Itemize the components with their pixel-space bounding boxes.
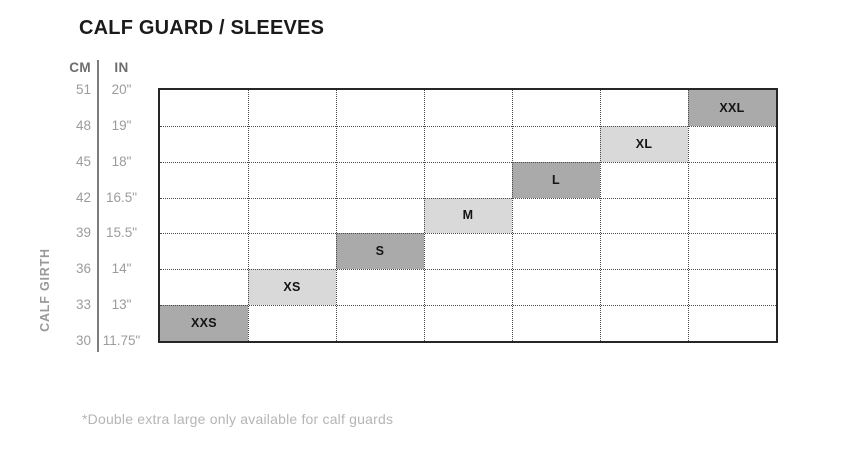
- grid-vline: [688, 90, 689, 341]
- tick-in-value: 11.75": [102, 333, 141, 348]
- size-box-xs: XS: [248, 269, 336, 306]
- y-axis-title: CALF GIRTH: [38, 248, 52, 332]
- size-box-m: M: [424, 197, 512, 234]
- tick-cm-value: 39: [75, 225, 91, 241]
- tick-in-value: 16.5": [105, 189, 138, 205]
- axis-tick-row: 36 14": [55, 260, 147, 278]
- size-grid: XXS XS S M L XL XXL: [158, 88, 778, 343]
- tick-cm-value: 33: [75, 297, 91, 313]
- axis-tick-row: 48 19": [55, 117, 147, 135]
- size-box-label: XS: [283, 280, 301, 295]
- axis-tick-row: 45 18": [55, 153, 147, 171]
- page-title: CALF GUARD / SLEEVES: [79, 17, 325, 39]
- tick-in-value: 15.5": [105, 225, 138, 241]
- size-box-label: M: [462, 208, 474, 223]
- grid-hline: [160, 197, 776, 199]
- grid-hline: [160, 125, 776, 127]
- size-box-label: XXL: [719, 100, 745, 115]
- size-box-xxs: XXS: [160, 305, 248, 341]
- unit-header-cm: CM: [69, 60, 91, 75]
- grid-vline: [600, 90, 601, 341]
- grid-hline: [160, 269, 776, 271]
- tick-in-value: 19": [111, 117, 132, 133]
- tick-in-value: 14": [111, 261, 132, 277]
- tick-cm-value: 30: [75, 333, 91, 348]
- unit-header-in: IN: [114, 60, 129, 75]
- footnote: *Double extra large only available for c…: [82, 411, 394, 427]
- grid-vline: [424, 90, 425, 341]
- size-box-label: S: [375, 244, 385, 259]
- tick-cm-value: 36: [75, 261, 91, 277]
- axis-tick-row: 39 15.5": [55, 224, 147, 242]
- grid-hline: [160, 233, 776, 235]
- size-box-label: XL: [635, 136, 653, 151]
- grid-hline: [160, 161, 776, 163]
- tick-in-value: 13": [111, 297, 132, 313]
- tick-cm-value: 45: [75, 153, 91, 169]
- size-box-label: XXS: [191, 316, 217, 331]
- grid-vline: [512, 90, 513, 341]
- axis-tick-row: 51 20": [55, 81, 147, 99]
- axis-tick-row: 30 11.75": [55, 332, 147, 350]
- tick-cm-value: 51: [75, 82, 91, 97]
- size-box-xxl: XXL: [688, 90, 776, 126]
- tick-in-value: 18": [111, 153, 132, 169]
- axis-tick-row: 33 13": [55, 296, 147, 314]
- y-axis-ticks: 51 20" 48 19" 45 18" 42 16.5" 39 15.5" 36 14" 33 13" 3…: [55, 82, 147, 348]
- size-box-xl: XL: [600, 125, 688, 162]
- size-box-l: L: [512, 161, 600, 198]
- axis-divider-line: [97, 60, 99, 352]
- size-box-s: S: [336, 233, 424, 270]
- axis-tick-row: 42 16.5": [55, 189, 147, 207]
- grid-vline: [248, 90, 249, 341]
- tick-in-value: 20": [111, 82, 132, 97]
- size-box-label: L: [552, 172, 560, 187]
- tick-cm-value: 48: [75, 117, 91, 133]
- tick-cm-value: 42: [75, 189, 91, 205]
- grid-vline: [336, 90, 337, 341]
- grid-hline: [160, 305, 776, 307]
